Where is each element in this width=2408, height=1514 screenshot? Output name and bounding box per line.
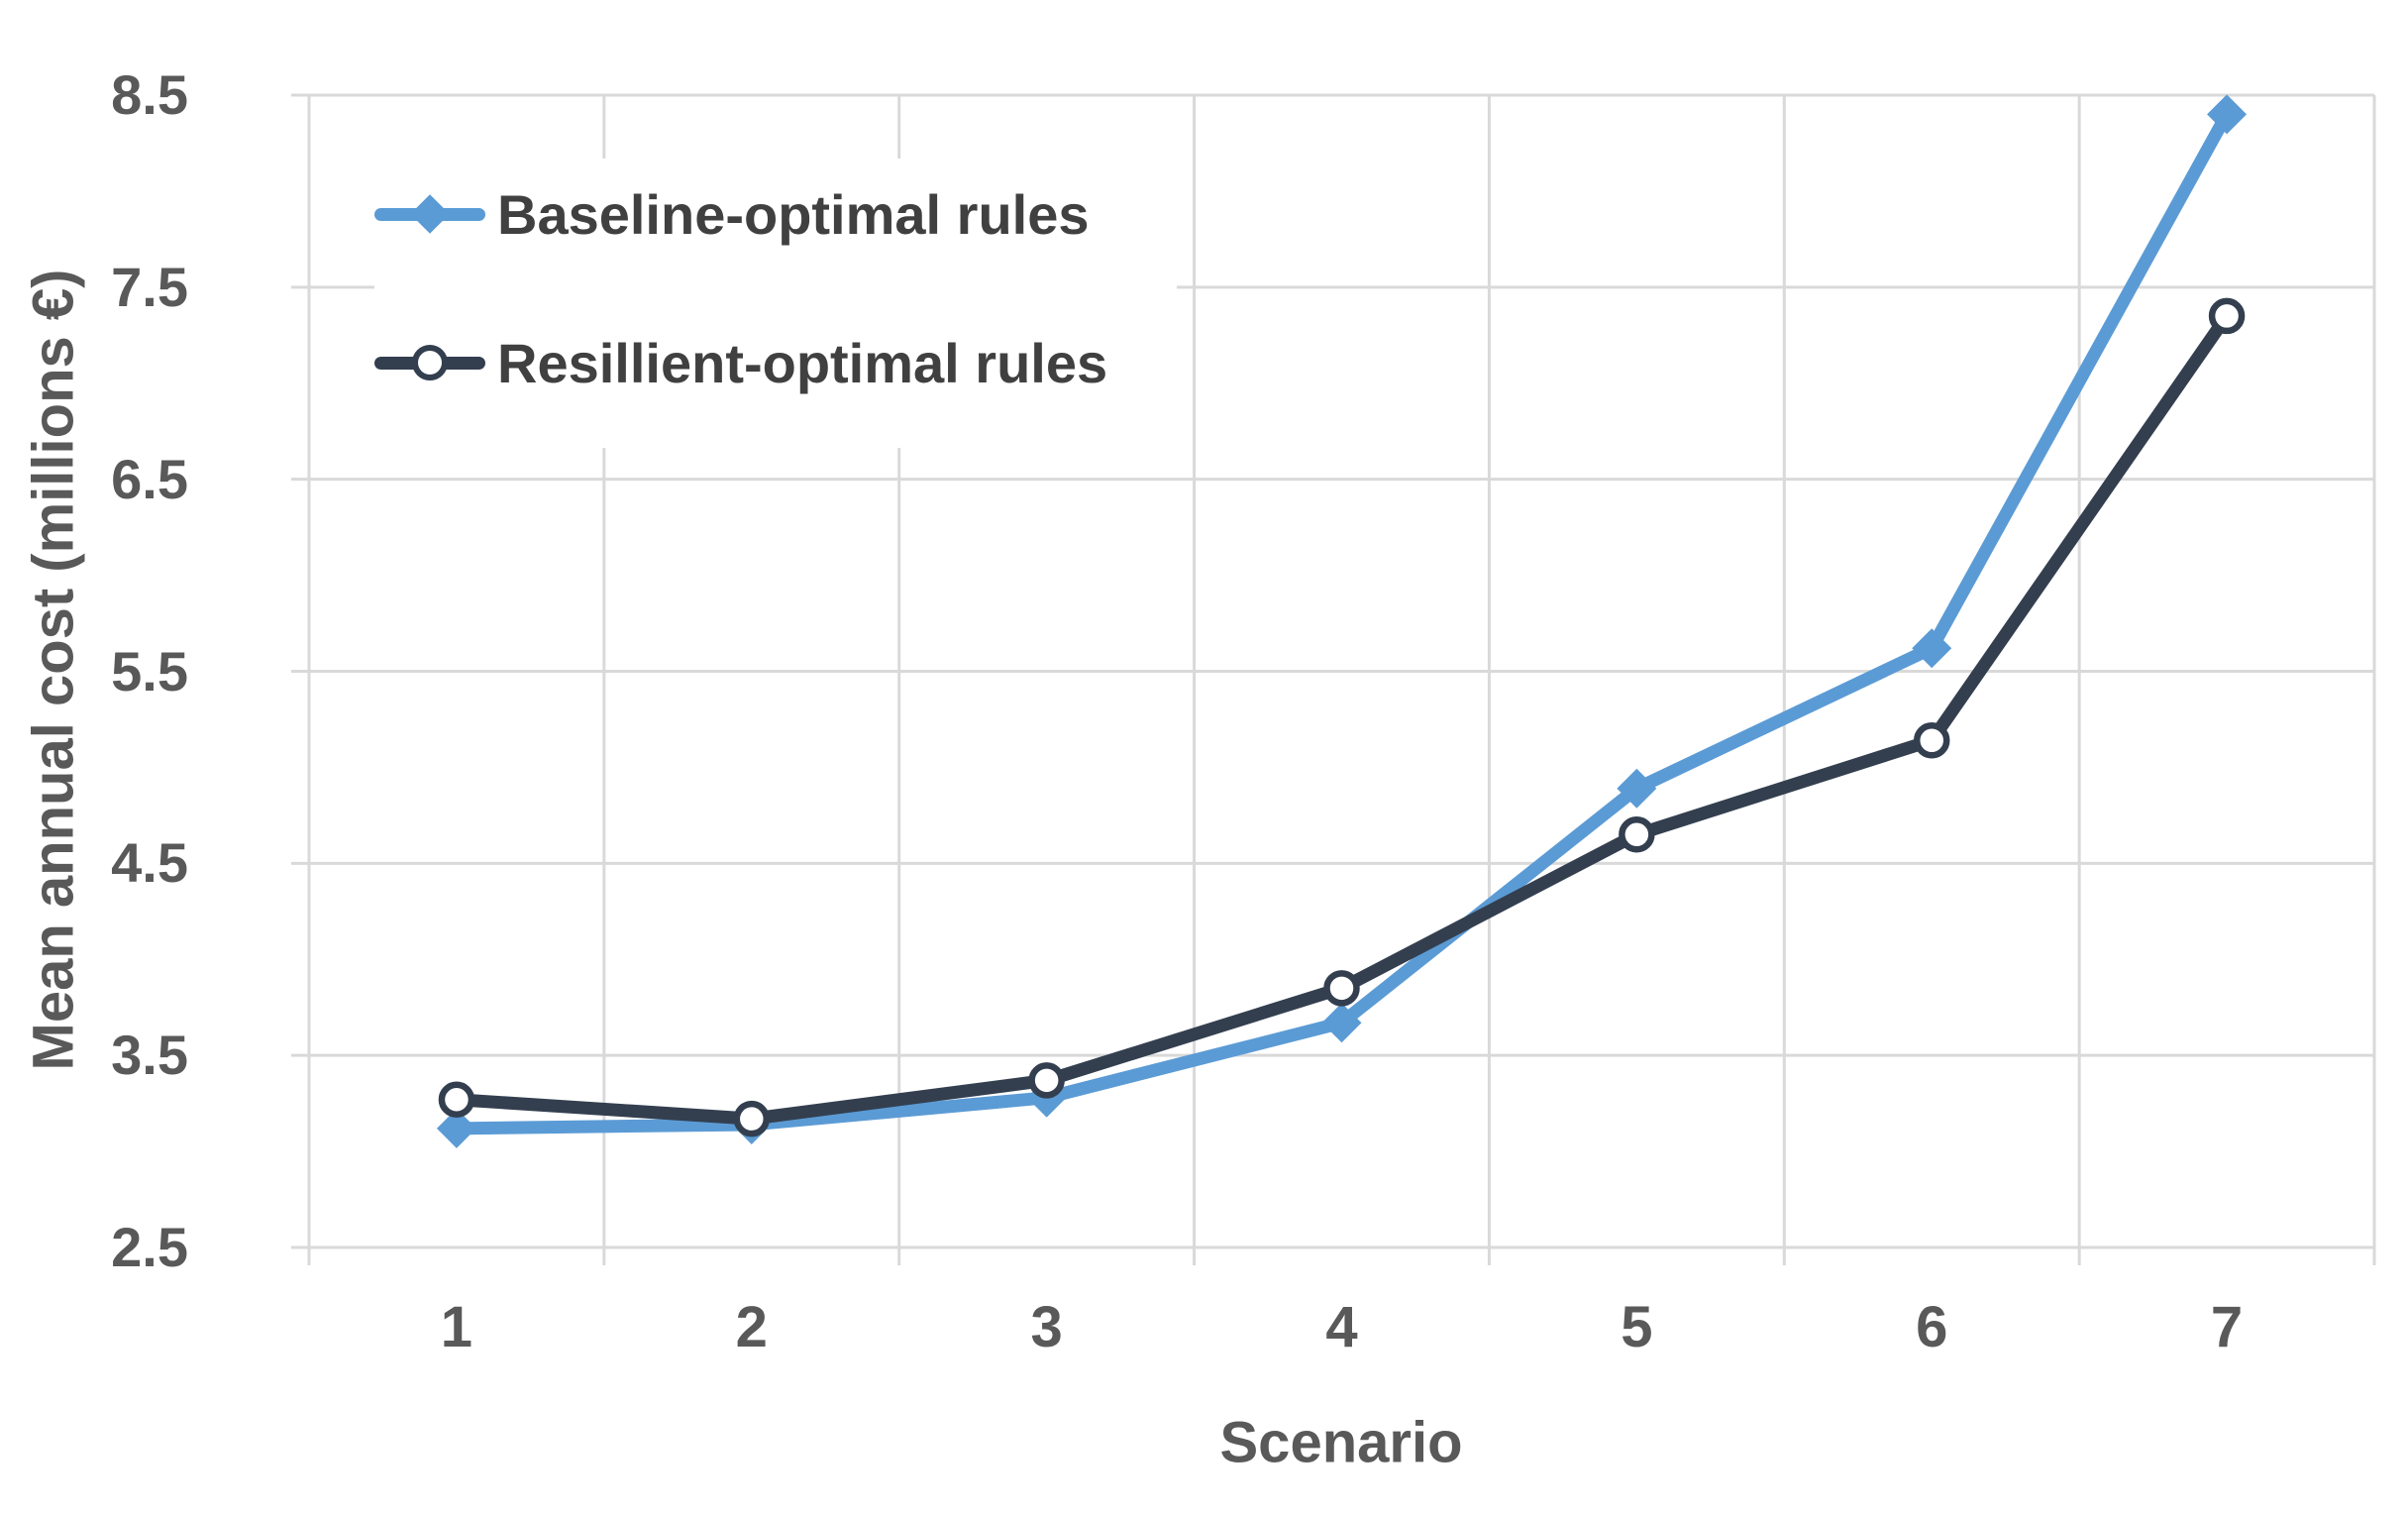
y-tick-label: 8.5 (111, 63, 188, 126)
open-circle-marker-icon (412, 345, 448, 380)
y-tick-label: 6.5 (111, 447, 188, 510)
diamond-marker-icon (410, 194, 450, 234)
x-tick-label: 4 (1325, 1295, 1358, 1359)
diamond-marker-icon (1617, 768, 1657, 809)
x-tick-label: 7 (2210, 1295, 2244, 1359)
open-circle-marker-icon (1323, 970, 1360, 1007)
open-circle-marker-icon (438, 1081, 475, 1118)
legend-label-baseline: Baseline-optimal rules (497, 182, 1090, 246)
legend-item-baseline: Baseline-optimal rules (374, 168, 1177, 260)
y-tick-label: 7.5 (111, 255, 188, 318)
diamond-marker-icon (436, 1108, 476, 1148)
diamond-marker-icon (731, 1104, 772, 1144)
x-tick-label: 2 (735, 1295, 768, 1359)
legend: Baseline-optimal rules Resillient-optima… (374, 159, 1177, 448)
y-tick-label: 3.5 (111, 1024, 188, 1087)
x-tick-label: 1 (440, 1295, 473, 1359)
y-tick-label: 4.5 (111, 831, 188, 895)
diamond-marker-icon (1912, 628, 1952, 669)
baseline-legend-swatch (374, 194, 485, 234)
x-axis-title: Scenario (1219, 1410, 1463, 1475)
legend-item-resilient: Resillient-optimal rules (374, 317, 1177, 408)
x-tick-label: 5 (1621, 1295, 1653, 1359)
resilient-legend-swatch (374, 343, 485, 382)
x-tick-label: 3 (1030, 1295, 1063, 1359)
diamond-marker-icon (1026, 1077, 1067, 1118)
diamond-marker-icon (1321, 1003, 1362, 1043)
x-tick-label: 6 (1916, 1295, 1948, 1359)
diamond-marker-icon (2207, 94, 2248, 135)
open-circle-marker-icon (733, 1100, 771, 1137)
open-circle-marker-icon (2208, 297, 2246, 335)
y-tick-label: 2.5 (111, 1216, 188, 1278)
open-circle-marker-icon (1028, 1062, 1065, 1099)
y-tick-label: 5.5 (111, 639, 188, 703)
open-circle-marker-icon (1619, 816, 1655, 853)
legend-label-resilient: Resillient-optimal rules (497, 331, 1108, 394)
open-circle-marker-icon (1913, 722, 1950, 759)
